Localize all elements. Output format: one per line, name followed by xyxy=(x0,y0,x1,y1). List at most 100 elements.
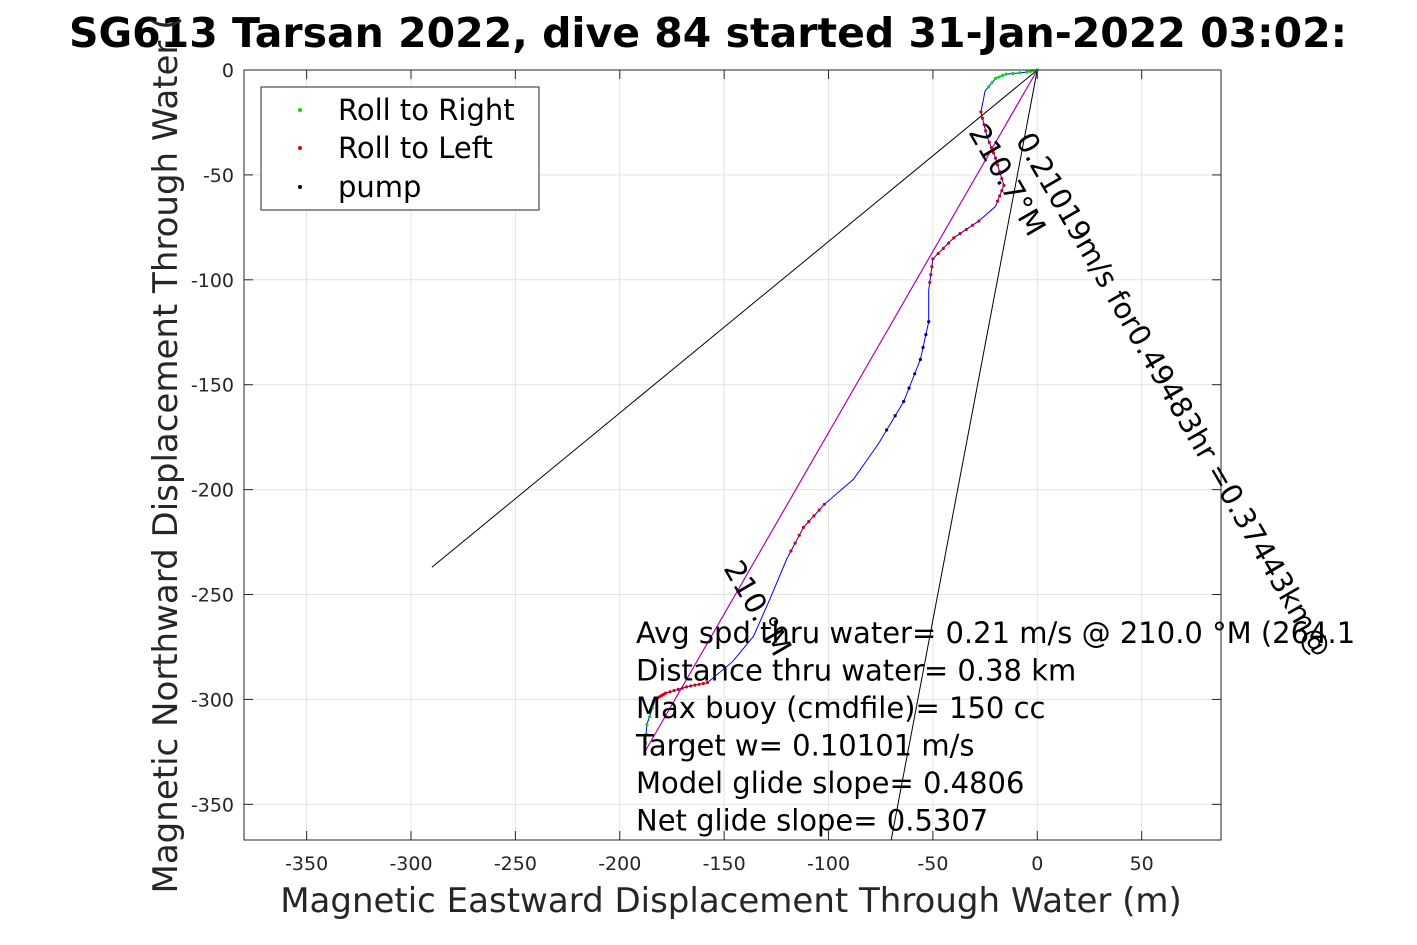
y-tick-label: -300 xyxy=(191,689,234,711)
roll-right-marker xyxy=(1000,74,1005,78)
roll-left-marker xyxy=(931,257,935,261)
y-axis-label: Magnetic Northward Displacement Through … xyxy=(146,17,186,894)
roll-left-marker xyxy=(987,140,991,144)
roll-left-marker xyxy=(680,686,684,690)
roll-left-marker xyxy=(984,129,988,133)
legend-box xyxy=(260,86,540,211)
roll-right-marker xyxy=(997,75,1001,79)
roll-left-marker xyxy=(964,227,968,232)
pump-marker xyxy=(918,357,922,362)
roll-right-marker xyxy=(1028,69,1032,74)
roll-left-marker xyxy=(958,232,962,236)
legend-label-roll-right: Roll to Right xyxy=(338,93,515,127)
roll-left-marker xyxy=(989,146,993,150)
pump-marker xyxy=(893,414,897,418)
legend-label-roll-left: Roll to Left xyxy=(338,131,493,165)
x-ticks: -350 -300 -250 -200 -150 -100 -50 0 50 xyxy=(285,70,1154,875)
roll-right-marker xyxy=(653,697,657,702)
stats-line: Net glide slope= 0.5307 xyxy=(636,804,988,838)
heading-line xyxy=(644,69,1038,753)
roll-left-marker xyxy=(996,199,1000,203)
roll-right-marker xyxy=(990,81,994,85)
roll-left-marker xyxy=(1000,189,1004,193)
roll-right-marker xyxy=(1018,71,1022,75)
x-tick-label: -150 xyxy=(703,853,746,875)
y-tick-label: 0 xyxy=(222,60,234,82)
roll-left-marker xyxy=(936,251,940,256)
roll-left-marker xyxy=(693,683,697,687)
roll-left-marker xyxy=(676,687,680,691)
roll-left-marker xyxy=(980,116,985,120)
roll-left-marker xyxy=(996,163,1000,167)
x-tick-label: -50 xyxy=(917,853,948,875)
x-axis-label: Magnetic Eastward Displacement Through W… xyxy=(280,881,1182,921)
reference-lines xyxy=(431,69,1038,841)
roll-left-marker xyxy=(998,194,1002,198)
stats-line: Avg spd thru water= 0.21 m/s @ 210.0 °M … xyxy=(636,616,1355,650)
roll-left-marker xyxy=(929,272,933,277)
roll-right-marker xyxy=(986,85,991,89)
roll-left-marker xyxy=(797,533,801,537)
stats-line: Max buoy (cmdfile)= 150 cc xyxy=(636,691,1045,725)
pump-marker xyxy=(902,399,906,404)
y-tick-label: -150 xyxy=(191,375,234,397)
roll-left-marker xyxy=(941,246,945,250)
stats-line: Model glide slope= 0.4806 xyxy=(636,766,1024,800)
roll-left-marker xyxy=(684,685,689,689)
roll-left-marker xyxy=(1002,183,1006,187)
x-tick-label: -350 xyxy=(285,853,328,875)
roll-right-marker xyxy=(1025,70,1029,74)
pump-marker xyxy=(913,372,917,376)
y-tick-label: -50 xyxy=(203,165,234,187)
roll-left-marker xyxy=(930,265,934,269)
roll-left-marker xyxy=(705,681,710,685)
y-tick-label: -350 xyxy=(191,794,234,816)
roll-left-marker xyxy=(993,156,998,160)
roll-left-marker xyxy=(807,520,811,524)
x-tick-label: -250 xyxy=(494,853,537,875)
roll-left-marker xyxy=(979,110,983,114)
chart-title: SG613 Tarsan 2022, dive 84 started 31-Ja… xyxy=(69,9,1347,57)
legend-marker-roll-right xyxy=(298,108,302,112)
stats-line: Distance thru water= 0.38 km xyxy=(636,654,1076,688)
roll-left-marker xyxy=(985,135,989,139)
roll-right-marker xyxy=(643,741,648,745)
pump-marker xyxy=(907,386,911,390)
roll-left-marker xyxy=(822,502,826,506)
legend-marker-pump xyxy=(298,185,302,189)
x-tick-label: 0 xyxy=(1031,853,1043,875)
roll-left-marker xyxy=(977,219,981,223)
y-tick-label: -100 xyxy=(191,270,234,292)
roll-right-marker xyxy=(650,706,655,710)
roll-left-marker xyxy=(701,681,705,686)
roll-right-marker xyxy=(645,723,649,727)
roll-left-marker xyxy=(789,549,793,553)
roll-left-marker xyxy=(672,689,676,693)
y-tick-label: -200 xyxy=(191,480,234,502)
legend-label-pump: pump xyxy=(338,170,421,204)
y-tick-label: -250 xyxy=(191,585,234,607)
roll-left-marker xyxy=(952,236,956,240)
roll-left-marker xyxy=(689,684,693,688)
roll-left-marker xyxy=(801,525,806,529)
roll-left-marker xyxy=(928,280,932,285)
roll-left-marker xyxy=(946,241,951,245)
legend: Roll to Right Roll to Left pump xyxy=(260,86,540,211)
reference-line xyxy=(890,69,1038,841)
roll-left-marker xyxy=(1000,176,1004,181)
legend-marker-roll-left xyxy=(298,146,302,150)
roll-left-marker xyxy=(998,170,1002,174)
x-tick-label: -100 xyxy=(807,853,850,875)
pump-marker xyxy=(921,345,925,350)
reference-line xyxy=(431,69,1038,568)
roll-markers xyxy=(643,68,1039,745)
x-tick-label: -300 xyxy=(389,853,432,875)
roll-left-marker xyxy=(991,151,996,155)
heading-line-segment xyxy=(644,69,1038,753)
roll-left-marker xyxy=(970,223,975,227)
stats-line: Target w= 0.10101 m/s xyxy=(635,729,974,763)
roll-left-marker xyxy=(982,122,986,127)
roll-left-marker xyxy=(668,690,672,694)
roll-left-marker xyxy=(817,508,821,512)
